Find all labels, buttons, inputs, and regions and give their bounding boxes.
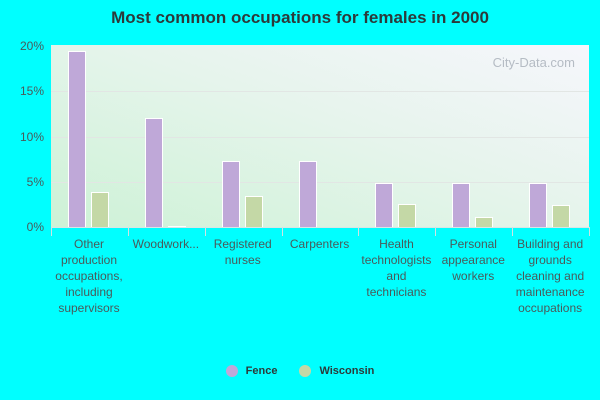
legend-swatch-wisconsin bbox=[299, 365, 312, 377]
y-tick-5: 5% bbox=[26, 175, 44, 189]
bar-fence[interactable] bbox=[375, 182, 394, 227]
bar-wisconsin[interactable] bbox=[398, 204, 417, 227]
y-tick-0: 0% bbox=[26, 220, 44, 234]
x-tick bbox=[589, 227, 590, 236]
legend-label-fence: Fence bbox=[245, 365, 278, 377]
x-label: Building and grounds cleaning and mainte… bbox=[515, 237, 585, 315]
bar-fence[interactable] bbox=[144, 117, 163, 227]
bar-fence[interactable] bbox=[298, 160, 317, 227]
x-label: Carpenters bbox=[289, 237, 350, 251]
bar-wisconsin[interactable] bbox=[244, 196, 263, 227]
x-tick bbox=[358, 227, 360, 236]
bar-fence[interactable] bbox=[221, 160, 240, 227]
gridline-15 bbox=[51, 91, 589, 92]
bar-fence[interactable] bbox=[452, 182, 471, 227]
x-label: Other production occupations, including … bbox=[55, 237, 123, 315]
y-tick-20: 20% bbox=[19, 39, 44, 53]
x-tick bbox=[127, 227, 129, 236]
x-tick bbox=[435, 227, 437, 236]
legend-item-wisconsin[interactable]: Wisconsin bbox=[299, 365, 374, 377]
bar-wisconsin[interactable] bbox=[475, 217, 494, 227]
legend-label-wisconsin: Wisconsin bbox=[319, 365, 375, 377]
watermark: City-Data.com bbox=[492, 55, 575, 70]
bar-wisconsin[interactable] bbox=[167, 226, 186, 227]
x-tick bbox=[281, 227, 283, 236]
x-tick bbox=[51, 227, 52, 236]
legend-item-fence[interactable]: Fence bbox=[225, 365, 278, 377]
chart-title: Most common occupations for females in 2… bbox=[111, 8, 489, 27]
x-label: Personal appearance workers bbox=[441, 237, 505, 283]
bar-wisconsin[interactable] bbox=[91, 191, 109, 227]
x-tick bbox=[512, 227, 514, 236]
x-label: Woodwork... bbox=[132, 237, 200, 251]
bar-wisconsin[interactable] bbox=[552, 205, 571, 227]
gridline-5 bbox=[51, 182, 589, 183]
x-tick bbox=[204, 227, 206, 236]
bar-fence[interactable] bbox=[529, 182, 548, 227]
plot-area: City-Data.com bbox=[51, 45, 589, 227]
legend-swatch-fence bbox=[225, 365, 238, 377]
x-axis bbox=[51, 227, 589, 228]
x-label: Registered nurses bbox=[213, 237, 272, 267]
gridline-10 bbox=[51, 137, 589, 138]
legend: Fence Wisconsin bbox=[0, 365, 600, 377]
bar-fence[interactable] bbox=[68, 50, 86, 227]
x-label: Health technologists and technicians bbox=[361, 237, 432, 299]
y-tick-15: 15% bbox=[19, 84, 44, 98]
y-tick-10: 10% bbox=[19, 130, 44, 144]
